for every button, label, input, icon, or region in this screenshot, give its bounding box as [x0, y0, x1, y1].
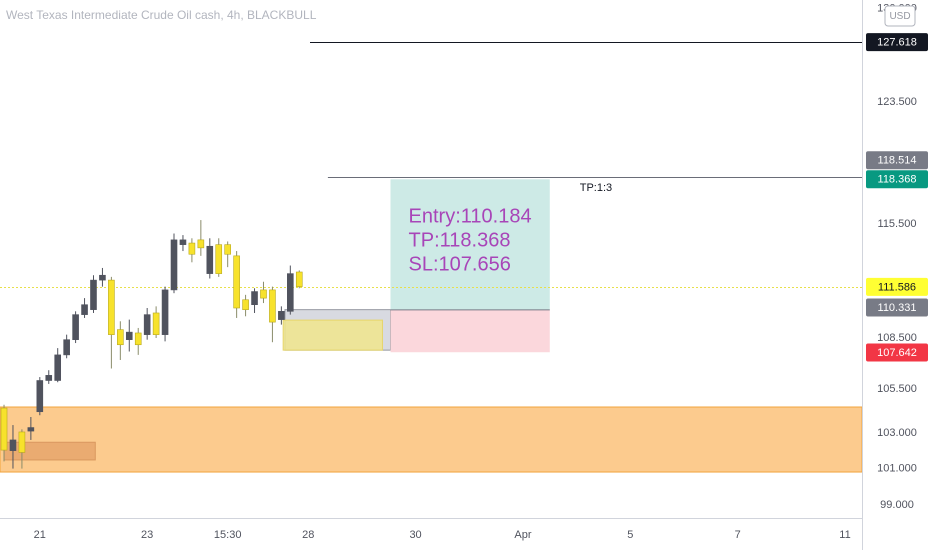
price-label: 111.586 [878, 281, 916, 293]
candle-body [63, 339, 70, 356]
candle-body [260, 289, 267, 299]
candle-body [90, 279, 97, 310]
position-label: Entry:110.184 [409, 206, 532, 228]
price-label-box [866, 277, 928, 296]
zone [0, 406, 863, 473]
candle-body [54, 354, 62, 381]
price-label: 118.514 [878, 155, 917, 167]
candle-body [161, 289, 169, 335]
candle-body [179, 239, 187, 245]
candle-body [295, 271, 303, 287]
candle-body [242, 299, 249, 310]
candle-body [143, 314, 151, 335]
price-label-box [866, 33, 928, 52]
candle-body [27, 427, 35, 432]
candle-body [72, 314, 79, 340]
candle-body [45, 375, 53, 381]
y-tick-label: 108.500 [877, 332, 917, 344]
candle-body [134, 332, 142, 346]
candle-body [81, 304, 88, 315]
ratio-label: TP:1:3 [580, 182, 612, 194]
candle-body [152, 312, 160, 335]
x-tick-label: 28 [302, 529, 314, 541]
currency-badge[interactable] [884, 5, 916, 27]
x-tick-label: 11 [839, 529, 850, 541]
x-tick-label: 21 [34, 529, 46, 541]
zone [3, 441, 96, 461]
candle-body [224, 244, 231, 255]
price-label-box [866, 298, 928, 317]
price-label-box [866, 151, 928, 170]
candle-body [18, 431, 26, 453]
candle-body [233, 255, 240, 309]
candle-body [197, 239, 205, 249]
y-tick-label: 115.500 [878, 218, 917, 230]
candle-body [36, 380, 44, 413]
take-profit-zone [390, 179, 550, 310]
x-tick-label: 5 [627, 529, 633, 541]
price-label-box [866, 343, 928, 362]
zone [282, 319, 383, 351]
candle-body [251, 291, 258, 306]
axes: 99.000 101.000 103.000 105.500 108.500 115.50… [34, 2, 928, 541]
candle-body [108, 279, 115, 335]
price-label: 110.331 [878, 302, 917, 314]
price-label-box [866, 170, 928, 189]
position-label: SL:107.656 [409, 254, 511, 276]
candle-body [99, 274, 106, 281]
stop-loss-zone [390, 309, 550, 353]
candle-body [269, 289, 276, 323]
x-tick-label: 23 [141, 529, 153, 541]
x-tick-label: 15:30 [214, 529, 242, 541]
price-label: 127.618 [877, 37, 917, 49]
candle-body [9, 439, 17, 451]
price-label: 107.642 [877, 347, 917, 359]
y-tick-label: 105.500 [877, 383, 917, 395]
chart-title: West Texas Intermediate Crude Oil cash, … [6, 8, 317, 22]
candle-body [215, 244, 223, 274]
position-label: TP:118.368 [409, 230, 511, 252]
candle-body [206, 245, 214, 274]
candle-body [0, 407, 8, 451]
y-tick-label: 103.000 [877, 427, 917, 439]
currency-label[interactable]: USD [889, 11, 910, 22]
candle-body [170, 239, 178, 291]
price-label: 118.368 [878, 174, 917, 186]
y-tick-label: 123.500 [877, 96, 917, 108]
candle-body [287, 273, 294, 312]
candle-body [117, 329, 124, 346]
x-tick-label: 7 [735, 529, 741, 541]
y-tick-label: 101.000 [877, 463, 917, 475]
candle-body [278, 311, 285, 320]
candle-body [188, 242, 196, 255]
x-tick-label: 30 [409, 529, 421, 541]
y-tick-label: 99.000 [880, 499, 914, 511]
candle-body [125, 331, 133, 340]
x-tick-label: Apr [514, 529, 531, 541]
